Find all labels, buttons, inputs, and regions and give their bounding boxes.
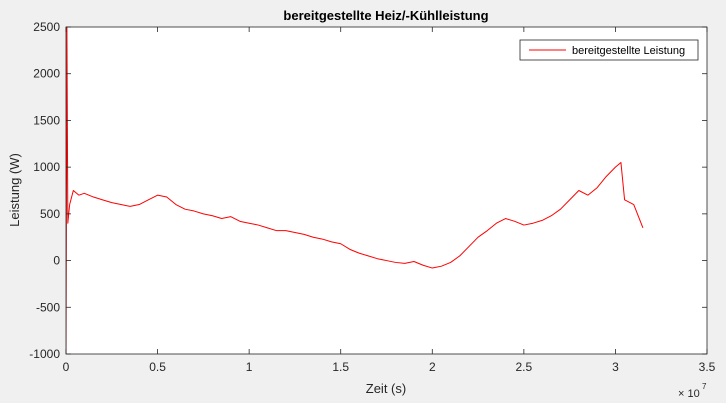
y-tick-label: 1500	[33, 113, 60, 127]
y-tick-label: -1000	[29, 347, 60, 361]
plot-area	[66, 27, 707, 354]
x-tick-label: 3	[612, 360, 619, 374]
plot-box	[65, 26, 708, 355]
y-tick-label: 2000	[33, 67, 60, 81]
legend-box	[519, 39, 699, 61]
y-tick-label: 0	[53, 254, 60, 268]
x-axis-label: Zeit (s)	[366, 381, 406, 396]
y-tick-label: 2500	[33, 20, 60, 34]
y-axis-label: Leistung (W)	[7, 153, 22, 227]
x-tick-label: 0	[63, 360, 70, 374]
x-axis-exponent: × 10 7	[678, 382, 707, 400]
tick-layer	[65, 26, 708, 355]
x-tick-label: 2.5	[516, 360, 533, 374]
chart-title: bereitgestellte Heiz/-Kühlleistung	[283, 8, 488, 23]
series-line-0	[66, 27, 644, 354]
y-tick-label: 500	[40, 207, 60, 221]
x-tick-label: 0.5	[149, 360, 166, 374]
legend-entry: bereitgestellte Leistung	[572, 45, 685, 57]
label-layer: 0 0.5 1 1.5 2 2.5 3 3.5 -1000 -500 0 500 1000 1500 200…	[29, 20, 715, 374]
x-tick-label: 1.5	[332, 360, 349, 374]
x-tick-label: 2	[429, 360, 436, 374]
y-tick-label: 1000	[33, 160, 60, 174]
x-exponent-base: × 10	[678, 388, 700, 400]
legend: bereitgestellte Leistung	[519, 39, 699, 61]
x-tick-label: 3.5	[699, 360, 716, 374]
x-tick-label: 1	[246, 360, 253, 374]
x-exponent-power: 7	[702, 382, 707, 391]
y-tick-label: -500	[36, 300, 60, 314]
data-layer	[66, 27, 644, 354]
